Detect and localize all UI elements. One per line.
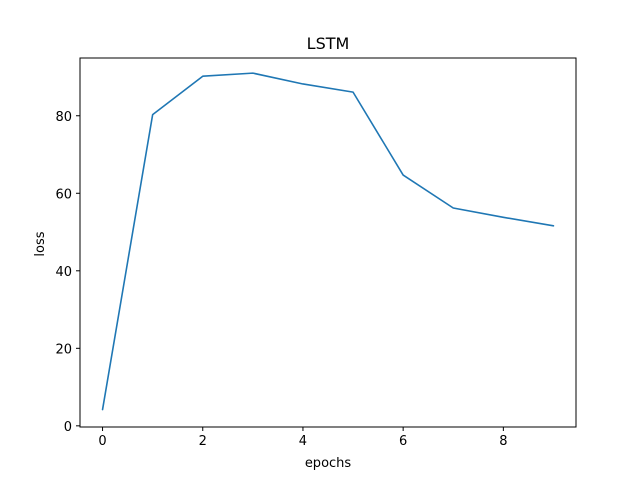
x-axis-label: epochs	[305, 456, 352, 471]
series-layer	[101, 72, 555, 411]
x-tick-label: 4	[299, 434, 307, 449]
x-tick-label: 6	[399, 434, 407, 449]
y-tick-label: 0	[64, 420, 72, 435]
y-tick-label: 60	[55, 187, 72, 202]
y-tick-label: 40	[55, 265, 72, 280]
y-tick-label: 20	[55, 342, 72, 357]
y-axis-label: loss	[33, 231, 48, 256]
plot-area-frame	[79, 57, 577, 428]
y-tick-label: 80	[55, 110, 72, 125]
series-line	[101, 72, 555, 411]
x-tick-label: 8	[499, 434, 507, 449]
x-tick-label: 0	[98, 434, 106, 449]
x-tick-label: 2	[199, 434, 207, 449]
chart-title: LSTM	[307, 34, 350, 53]
